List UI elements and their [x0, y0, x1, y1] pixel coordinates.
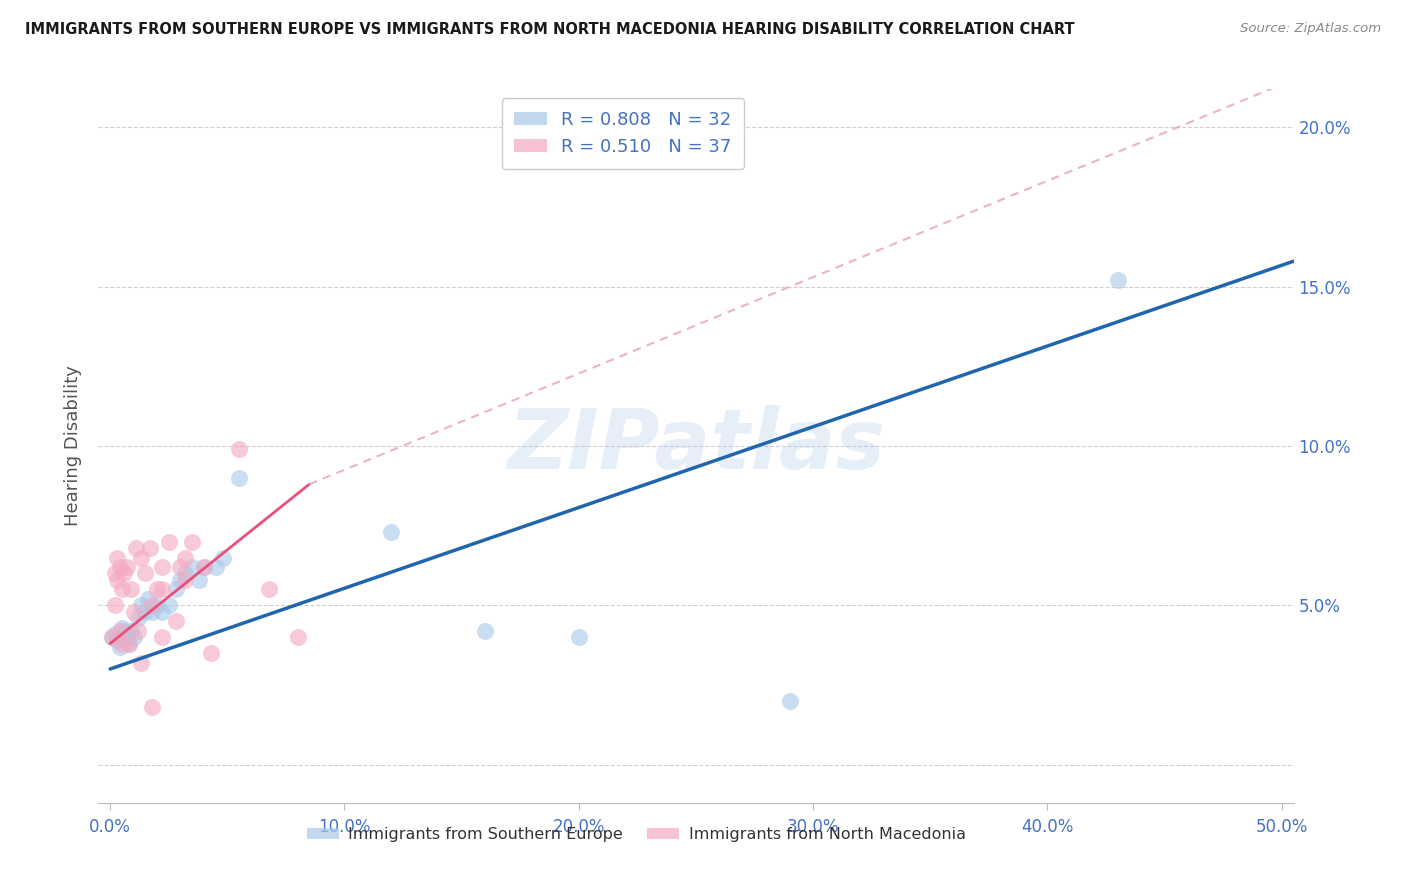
Point [174, 550, 197, 565]
Text: IMMIGRANTS FROM SOUTHERN EUROPE VS IMMIGRANTS FROM NORTH MACEDONIA HEARING DISAB: IMMIGRANTS FROM SOUTHERN EUROPE VS IMMIG… [25, 22, 1076, 37]
Point [1107, 273, 1129, 287]
Point [211, 550, 233, 565]
Point [150, 582, 173, 597]
Y-axis label: Hearing Disability: Hearing Disability [65, 366, 83, 526]
Point [141, 599, 163, 613]
Point [125, 541, 148, 555]
Point [104, 599, 127, 613]
Point [150, 630, 173, 644]
Point [111, 582, 134, 597]
Point [118, 636, 141, 650]
Point [193, 560, 215, 574]
Point [169, 573, 191, 587]
Point [104, 566, 127, 581]
Point [101, 630, 124, 644]
Point [134, 566, 156, 581]
Point [105, 633, 128, 648]
Point [165, 582, 187, 597]
Point [165, 614, 187, 628]
Point [259, 582, 281, 597]
Point [127, 611, 149, 625]
Point [129, 550, 152, 565]
Point [174, 566, 197, 581]
Point [188, 573, 211, 587]
Point [181, 534, 204, 549]
Point [101, 630, 124, 644]
Point [118, 636, 141, 650]
Point [111, 621, 134, 635]
Point [474, 624, 496, 638]
Point [122, 630, 145, 644]
Point [146, 582, 169, 597]
Point [120, 624, 142, 638]
Point [129, 599, 152, 613]
Point [193, 560, 215, 574]
Point [568, 630, 591, 644]
Point [105, 550, 128, 565]
Point [134, 605, 156, 619]
Point [136, 591, 159, 606]
Point [108, 560, 131, 574]
Point [287, 630, 309, 644]
Point [141, 605, 163, 619]
Point [150, 560, 173, 574]
Point [200, 646, 222, 660]
Point [112, 624, 135, 638]
Point [141, 700, 163, 714]
Point [105, 573, 128, 587]
Point [181, 560, 204, 574]
Point [111, 636, 134, 650]
Point [104, 627, 127, 641]
Legend: Immigrants from Southern Europe, Immigrants from North Macedonia: Immigrants from Southern Europe, Immigra… [301, 821, 972, 848]
Point [108, 640, 131, 654]
Point [122, 605, 145, 619]
Point [228, 442, 250, 457]
Point [108, 624, 131, 638]
Point [139, 541, 162, 555]
Point [157, 599, 180, 613]
Point [127, 624, 149, 638]
Point [120, 582, 142, 597]
Point [174, 573, 197, 587]
Text: ZIPatlas: ZIPatlas [508, 406, 884, 486]
Point [779, 694, 801, 708]
Text: Source: ZipAtlas.com: Source: ZipAtlas.com [1240, 22, 1381, 36]
Point [228, 471, 250, 485]
Point [380, 524, 402, 539]
Point [169, 560, 191, 574]
Point [146, 599, 169, 613]
Point [112, 566, 135, 581]
Point [129, 656, 152, 670]
Point [115, 560, 138, 574]
Point [115, 630, 138, 644]
Point [157, 534, 180, 549]
Point [150, 605, 173, 619]
Point [204, 560, 226, 574]
